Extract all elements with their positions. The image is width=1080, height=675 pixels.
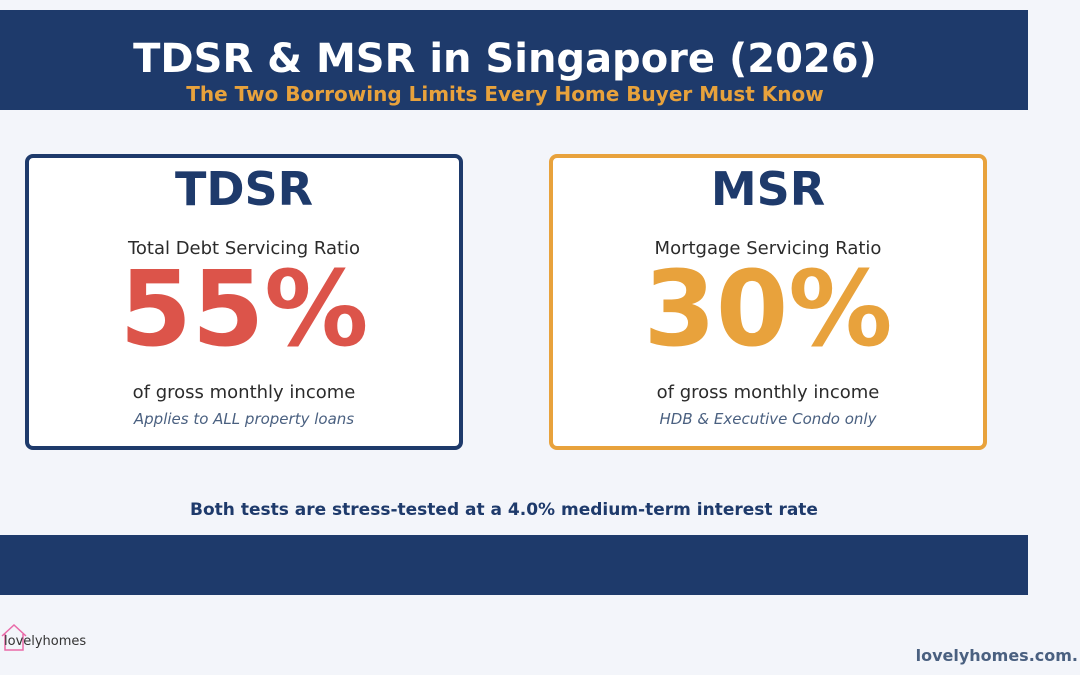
card-value: 30%: [643, 248, 893, 370]
footer-band: [0, 535, 1028, 595]
card-name: Total Debt Servicing Ratio: [127, 238, 361, 259]
title: TDSR & MSR in Singapore (2026): [133, 36, 877, 82]
card-title: TDSR: [174, 162, 314, 216]
card-value: 55%: [119, 248, 369, 370]
card: TDSR Total Debt Servicing Ratio 55% of g…: [25, 154, 463, 450]
logo: lovelyhomes: [4, 634, 87, 649]
card-note: Applies to ALL property loans: [133, 410, 355, 428]
card-note: HDB & Executive Condo only: [659, 410, 877, 428]
card-title: MSR: [710, 162, 826, 216]
card-name: Mortgage Servicing Ratio: [654, 238, 882, 259]
footnote: Both tests are stress-tested at a 4.0% m…: [190, 500, 818, 520]
card-basis: of gross monthly income: [656, 382, 880, 403]
card: MSR Mortgage Servicing Ratio 30% of gros…: [549, 154, 987, 450]
website: lovelyhomes.com.: [915, 646, 1078, 665]
subtitle: The Two Borrowing Limits Every Home Buye…: [186, 82, 824, 106]
logo-icon: [1, 623, 27, 651]
header-band: [0, 10, 1028, 110]
card-basis: of gross monthly income: [132, 382, 356, 403]
